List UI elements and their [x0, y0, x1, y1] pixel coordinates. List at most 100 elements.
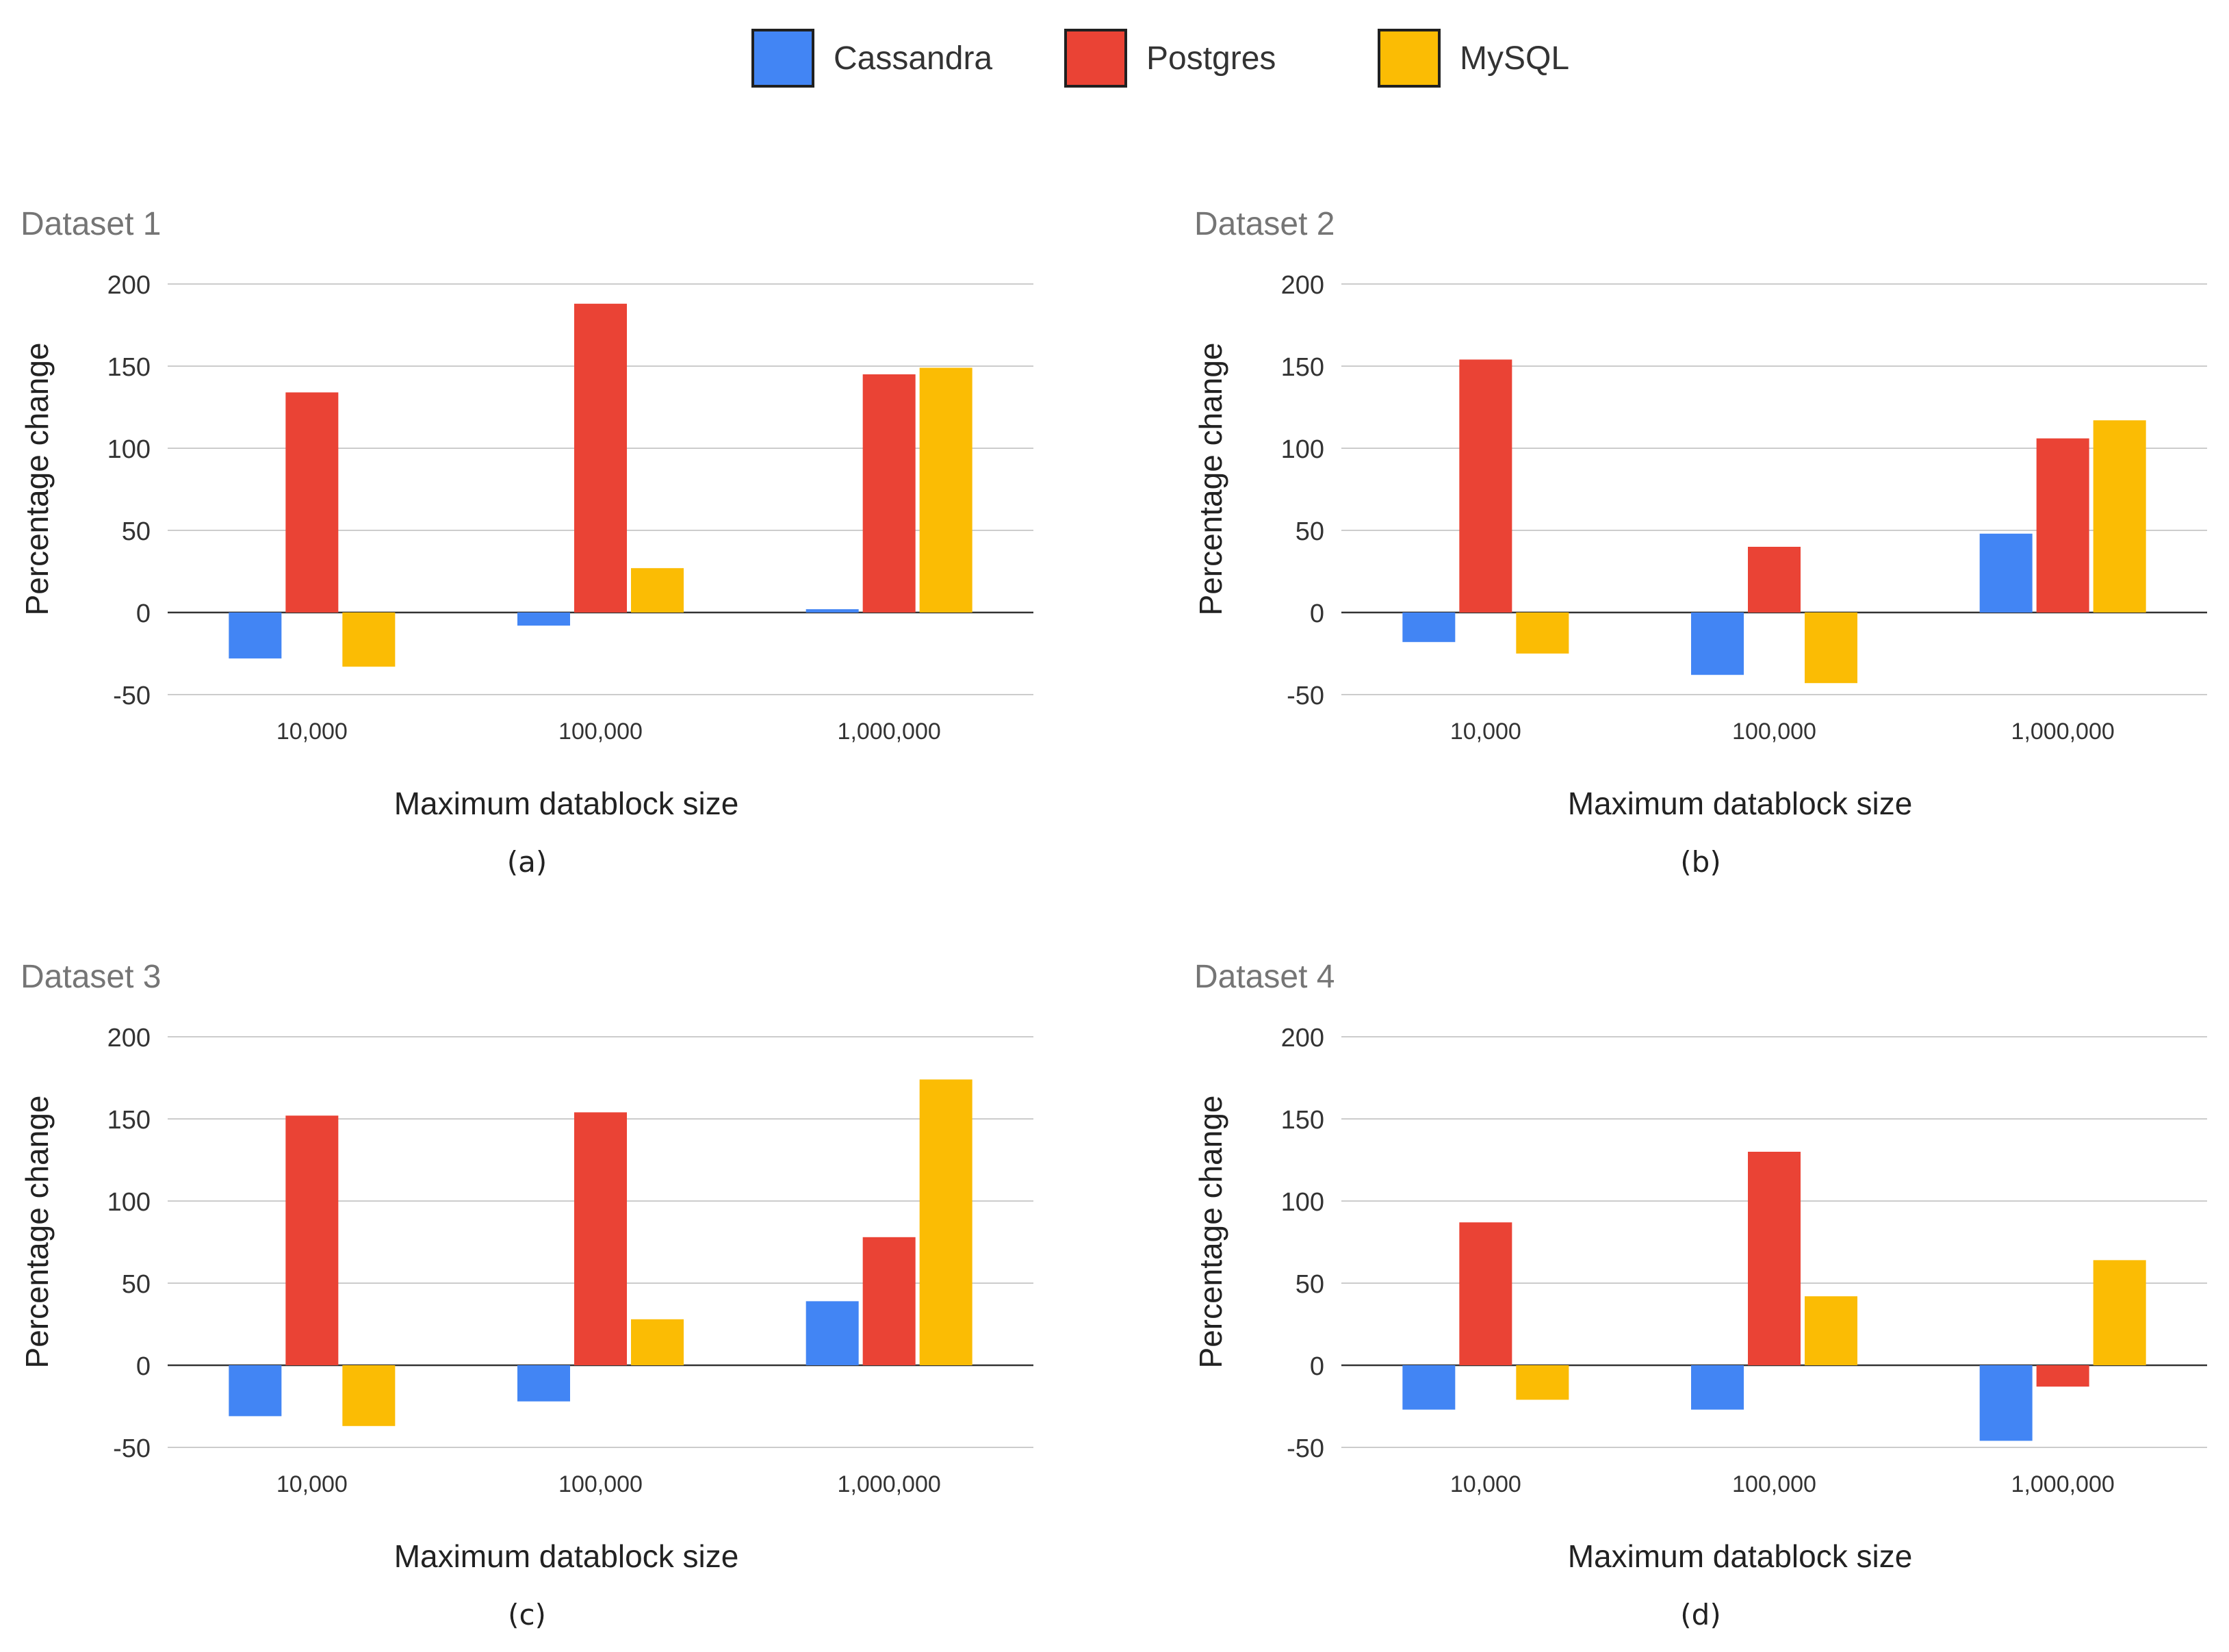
- y-tick-label: 0: [136, 599, 151, 628]
- bar-mysql: [342, 1365, 396, 1426]
- chart-panel-d: Dataset 4 200 150 100 50 0 -50 10,000 100,000 1,…: [1174, 958, 2229, 1642]
- x-tick-label: 100,000: [1732, 1471, 1816, 1497]
- legend-swatch-cassandra: [751, 29, 814, 88]
- bar-postgres: [574, 1112, 627, 1365]
- y-tick-label: 200: [107, 271, 151, 300]
- x-tick-label: 1,000,000: [2011, 719, 2115, 745]
- bar-mysql: [2093, 420, 2146, 612]
- bar-mysql: [631, 1319, 684, 1365]
- legend-label-mysql: MySQL: [1460, 40, 1570, 77]
- bar-postgres: [2036, 438, 2089, 612]
- bar-cassandra: [806, 1301, 859, 1365]
- bar-postgres: [1748, 1152, 1801, 1365]
- bar-mysql: [1805, 1296, 1857, 1365]
- y-tick-label: -50: [113, 1434, 151, 1463]
- x-tick-label: 100,000: [558, 719, 643, 745]
- y-axis-label: Percentage change: [1193, 1096, 1228, 1369]
- y-tick-label: 100: [1281, 1188, 1324, 1217]
- x-tick-label: 100,000: [558, 1471, 643, 1497]
- y-tick-label: 0: [1310, 599, 1324, 628]
- legend-swatch-postgres: [1064, 29, 1127, 88]
- y-tick-label: 200: [1281, 1024, 1324, 1053]
- bar-cassandra: [1979, 533, 2033, 612]
- x-tick-label: 1,000,000: [2011, 1471, 2115, 1497]
- chart-caption: (c): [508, 1598, 546, 1631]
- y-tick-label: 200: [107, 1024, 151, 1053]
- chart-title: Dataset 4: [1194, 959, 1335, 995]
- y-tick-label: 100: [107, 1188, 151, 1217]
- bar-cassandra: [1691, 1365, 1744, 1410]
- bar-mysql: [631, 568, 684, 612]
- legend-label-postgres: Postgres: [1146, 40, 1276, 77]
- y-tick-label: 150: [1281, 353, 1324, 382]
- bar-cassandra: [1402, 612, 1456, 643]
- y-axis-label: Percentage change: [19, 343, 55, 616]
- chart-panel-b: Dataset 2 200 150 100 50 0 -50 10,000 100,000 1,…: [1174, 205, 2229, 890]
- bar-mysql: [919, 1079, 972, 1365]
- bar-postgres: [285, 1115, 339, 1365]
- y-tick-label: 0: [1310, 1352, 1324, 1381]
- bar-cassandra: [1691, 612, 1744, 675]
- chart-title: Dataset 1: [21, 206, 162, 242]
- bar-mysql: [919, 367, 972, 612]
- bar-postgres: [2036, 1365, 2089, 1387]
- bar-postgres: [285, 392, 339, 612]
- chart-d-svg: 200 150 100 50 0 -50 10,000 100,000 1,000,000 Max…: [1193, 1024, 2207, 1574]
- bar-mysql: [1516, 612, 1569, 654]
- chart-panel-c: Dataset 3 200 150 100 50 0 -50 10,000 100,000 1,…: [0, 958, 1068, 1642]
- x-tick-label: 10,000: [276, 1471, 348, 1497]
- x-axis-label: Maximum datablock size: [394, 786, 739, 821]
- x-axis-label: Maximum datablock size: [1568, 1538, 1913, 1574]
- bar-postgres: [1748, 547, 1801, 612]
- bar-cassandra: [1979, 1365, 2033, 1441]
- chart-title: Dataset 3: [21, 959, 162, 995]
- y-axis-label: Percentage change: [1193, 343, 1228, 616]
- x-tick-label: 10,000: [1450, 719, 1521, 745]
- bar-mysql: [2093, 1260, 2146, 1365]
- bar-mysql: [342, 612, 396, 667]
- bar-postgres: [862, 374, 916, 612]
- legend-swatch-mysql: [1378, 29, 1441, 88]
- x-axis-label: Maximum datablock size: [394, 1538, 739, 1574]
- chart-caption: (d): [1680, 1598, 1721, 1631]
- y-axis-label: Percentage change: [19, 1096, 55, 1369]
- legend-label-cassandra: Cassandra: [834, 40, 993, 77]
- legend-item-mysql: MySQL: [1378, 27, 1569, 89]
- x-tick-label: 10,000: [276, 719, 348, 745]
- y-tick-label: 150: [107, 353, 151, 382]
- chart-b-svg: 200 150 100 50 0 -50 10,000 100,000 1,000,000 Max…: [1193, 271, 2207, 821]
- y-tick-label: 150: [107, 1106, 151, 1135]
- x-tick-label: 1,000,000: [838, 719, 941, 745]
- y-tick-label: 50: [1296, 1270, 1324, 1299]
- bar-cassandra: [229, 1365, 282, 1417]
- chart-caption: (a): [506, 845, 547, 879]
- bar-cassandra: [1402, 1365, 1456, 1410]
- y-tick-label: 150: [1281, 1106, 1324, 1135]
- bar-postgres: [1459, 1222, 1512, 1365]
- bar-cassandra: [229, 612, 282, 659]
- bar-cassandra: [517, 612, 570, 626]
- legend-item-postgres: Postgres: [1064, 27, 1276, 89]
- x-tick-label: 100,000: [1732, 719, 1816, 745]
- y-tick-label: 50: [1296, 517, 1324, 546]
- y-tick-label: -50: [1287, 682, 1324, 710]
- bar-postgres: [1459, 359, 1512, 612]
- y-tick-label: 50: [122, 517, 151, 546]
- y-tick-label: 100: [1281, 435, 1324, 464]
- y-tick-label: -50: [1287, 1434, 1324, 1463]
- y-tick-label: -50: [113, 682, 151, 710]
- bar-mysql: [1805, 612, 1857, 684]
- y-tick-label: 100: [107, 435, 151, 464]
- y-tick-label: 200: [1281, 271, 1324, 300]
- chart-title: Dataset 2: [1194, 206, 1335, 242]
- chart-panel-a: Dataset 1 200 150 100 50 0 -50 10,000 100,000 1,…: [0, 205, 1068, 890]
- y-tick-label: 0: [136, 1352, 151, 1381]
- x-tick-label: 1,000,000: [838, 1471, 941, 1497]
- bar-mysql: [1516, 1365, 1569, 1400]
- x-axis-label: Maximum datablock size: [1568, 786, 1913, 821]
- chart-c-svg: 200 150 100 50 0 -50 10,000 100,000 1,000,000 Max…: [19, 1024, 1033, 1574]
- y-tick-label: 50: [122, 1270, 151, 1299]
- bar-postgres: [574, 303, 627, 612]
- bar-cassandra: [806, 609, 859, 612]
- bar-postgres: [862, 1237, 916, 1365]
